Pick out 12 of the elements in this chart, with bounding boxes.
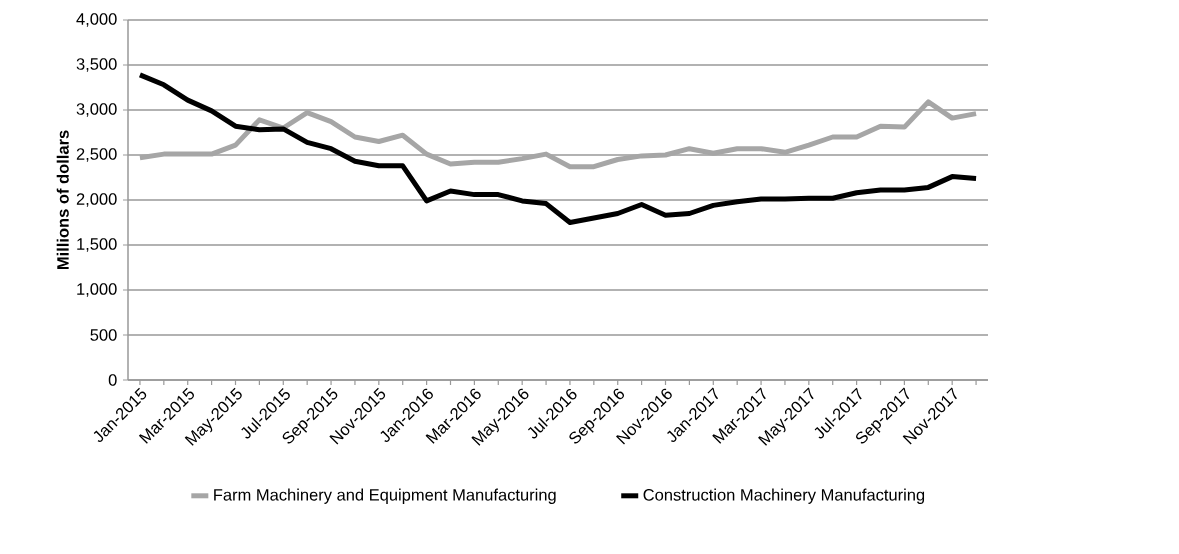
- y-tick-label: 2,500: [76, 148, 117, 162]
- y-tick-label: 4,000: [76, 13, 117, 27]
- y-tick-label: 3,500: [76, 58, 117, 72]
- y-axis-title: Millions of dollars: [56, 130, 69, 270]
- y-tick-label: 1,500: [77, 238, 117, 252]
- y-tick-label: 2,000: [76, 193, 117, 207]
- y-tick-label: 1,000: [77, 283, 117, 297]
- y-tick-label: 500: [90, 329, 117, 341]
- y-tick-label: 0: [108, 374, 117, 386]
- legend-label: Construction Machinery Manufacturing: [643, 488, 925, 504]
- legend-label: Farm Machinery and Equipment Manufacturing: [214, 488, 556, 504]
- y-tick-label: 3,000: [76, 103, 117, 117]
